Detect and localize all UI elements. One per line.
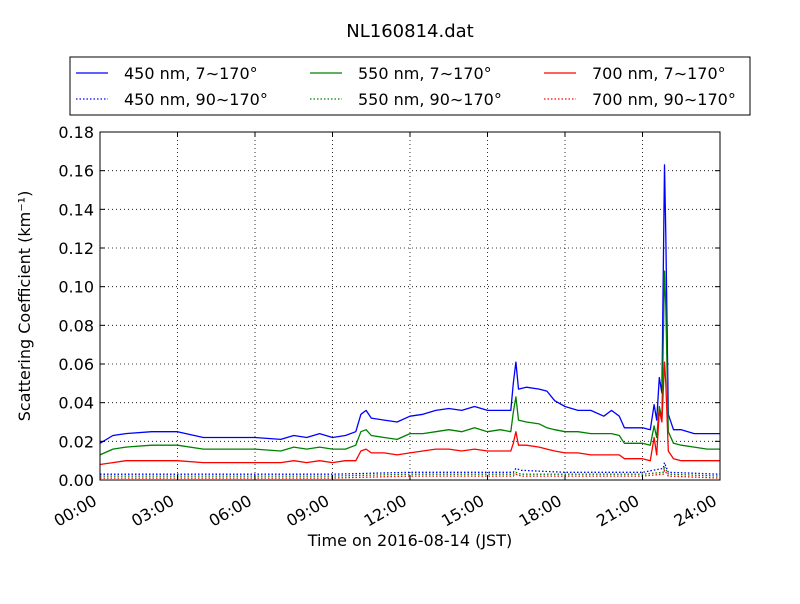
x-tick-label: 03:00 bbox=[128, 491, 177, 531]
legend-label: 550 nm, 90∼170° bbox=[358, 90, 502, 109]
series-line-550-nm-90-170- bbox=[100, 465, 721, 477]
y-tick-label: 0.12 bbox=[58, 239, 94, 258]
legend-label: 700 nm, 7∼170° bbox=[592, 64, 726, 83]
legend-label: 550 nm, 7∼170° bbox=[358, 64, 492, 83]
x-tick-label: 18:00 bbox=[516, 491, 565, 531]
y-tick-label: 0.18 bbox=[58, 123, 94, 142]
y-tick-label: 0.16 bbox=[58, 162, 94, 181]
legend-box bbox=[69, 56, 751, 116]
x-axis-label: Time on 2016-08-14 (JST) bbox=[307, 531, 512, 550]
x-tick-label: 15:00 bbox=[438, 491, 487, 531]
x-tick-label: 12:00 bbox=[361, 491, 410, 531]
x-tick-label: 24:00 bbox=[671, 491, 720, 531]
y-tick-label: 0.08 bbox=[58, 316, 94, 335]
y-tick-label: 0.06 bbox=[58, 355, 94, 374]
legend: 450 nm, 7∼170° 450 nm, 90∼170° 550 nm, 7∼1… bbox=[69, 56, 751, 116]
ticks-layer: 00:00 03:00 06:00 09:00 12:00 15:00 18:00 21:00… bbox=[51, 123, 721, 531]
x-tick-label: 09:00 bbox=[283, 491, 332, 531]
series-layer bbox=[99, 164, 721, 479]
chart-title: NL160814.dat bbox=[346, 21, 473, 42]
y-tick-label: 0.02 bbox=[58, 432, 94, 451]
legend-label: 450 nm, 7∼170° bbox=[124, 64, 258, 83]
y-axis-label: Scattering Coefficient (km⁻¹) bbox=[15, 191, 34, 422]
legend-label: 700 nm, 90∼170° bbox=[592, 90, 736, 109]
x-tick-label: 00:00 bbox=[51, 491, 100, 531]
x-tick-label: 21:00 bbox=[593, 491, 642, 531]
x-tick-label: 06:00 bbox=[206, 491, 255, 531]
plot-area-frame bbox=[99, 131, 721, 481]
y-tick-label: 0.04 bbox=[58, 394, 94, 413]
y-tick-label: 0.14 bbox=[58, 200, 94, 219]
series-line-700-nm-7-170- bbox=[99, 361, 720, 466]
y-tick-label: 0.00 bbox=[58, 471, 94, 490]
legend-label: 450 nm, 90∼170° bbox=[124, 90, 268, 109]
y-tick-label: 0.10 bbox=[58, 278, 94, 297]
series-line-450-nm-7-170- bbox=[99, 164, 720, 444]
series-line-700-nm-90-170- bbox=[100, 469, 721, 479]
gridlines bbox=[100, 132, 720, 480]
